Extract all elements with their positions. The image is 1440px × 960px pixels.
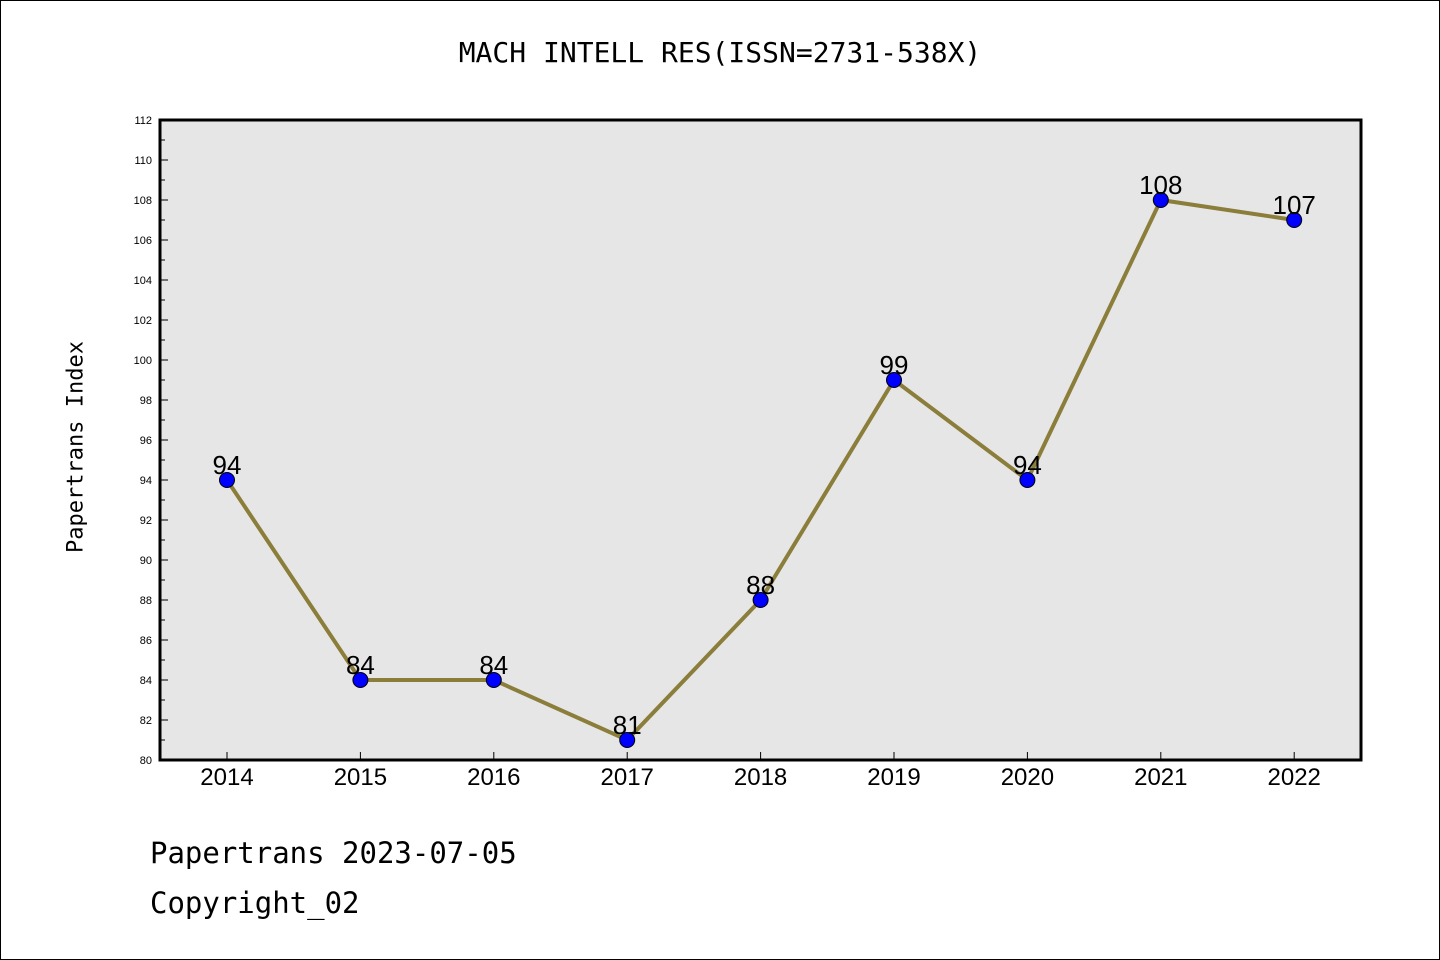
- data-point-marker: [886, 372, 902, 388]
- data-point-marker: [752, 592, 769, 608]
- x-tick-label: 2021: [1134, 764, 1187, 791]
- data-point-marker: [619, 732, 636, 748]
- y-tick-label: 88: [140, 595, 152, 607]
- data-point-label: 94: [1013, 450, 1042, 480]
- data-point-label: 99: [880, 350, 909, 380]
- x-tick-label: 2020: [1001, 764, 1054, 791]
- y-tick-label: 110: [134, 155, 152, 167]
- data-point-marker: [1152, 192, 1169, 208]
- y-tick-label: 102: [134, 315, 152, 327]
- plot-area: [160, 120, 1361, 760]
- y-tick-label: 104: [134, 275, 152, 287]
- y-tick-label: 112: [134, 115, 152, 127]
- x-tick-label: 2019: [867, 764, 920, 791]
- x-tick-label: 2022: [1268, 764, 1321, 791]
- y-tick-label: 86: [140, 635, 152, 647]
- y-tick-label: 96: [140, 435, 152, 447]
- y-tick-label: 100: [134, 355, 152, 367]
- y-tick-label: 84: [140, 675, 152, 687]
- data-point-marker: [485, 672, 502, 688]
- footer-copyright: Copyright_02: [150, 886, 360, 920]
- data-point-label: 84: [346, 650, 375, 680]
- data-labels: 94 84 84 81 88 99 94 108 107: [213, 170, 1316, 740]
- plot-border: [158, 118, 1363, 762]
- data-point-marker: [352, 672, 369, 688]
- y-tick-label: 106: [134, 235, 152, 247]
- data-point-label: 88: [746, 570, 775, 600]
- data-point-marker: [1286, 212, 1303, 228]
- x-tick-label: 2016: [467, 764, 520, 791]
- y-tick-label: 90: [140, 555, 152, 567]
- y-tick-label: 80: [140, 755, 152, 767]
- x-tick-label: 2014: [200, 764, 253, 791]
- y-tick-label: 82: [140, 715, 152, 727]
- data-point-label: 81: [613, 710, 642, 740]
- y-tick-label: 108: [134, 195, 152, 207]
- data-point-label: 84: [479, 650, 508, 680]
- y-tick-label: 94: [140, 475, 152, 487]
- x-tick-label: 2015: [334, 764, 387, 791]
- data-point-label: 108: [1139, 170, 1182, 200]
- data-point-label: 107: [1273, 190, 1316, 220]
- x-axis: 2014 2015 2016 2017 2018 2019 2020 2021 2022: [200, 752, 1321, 791]
- x-tick-label: 2017: [601, 764, 654, 791]
- data-point-marker: [1019, 472, 1036, 488]
- chart-title: MACH INTELL RES(ISSN=2731-538X): [458, 36, 982, 69]
- y-tick-label: 92: [140, 515, 152, 527]
- y-tick-label: 98: [140, 395, 152, 407]
- series-markers: [219, 192, 1303, 748]
- data-point-label: 94: [213, 450, 242, 480]
- data-point-marker: [219, 472, 235, 488]
- footer-date: Papertrans 2023-07-05: [150, 836, 517, 870]
- x-tick-label: 2018: [734, 764, 787, 791]
